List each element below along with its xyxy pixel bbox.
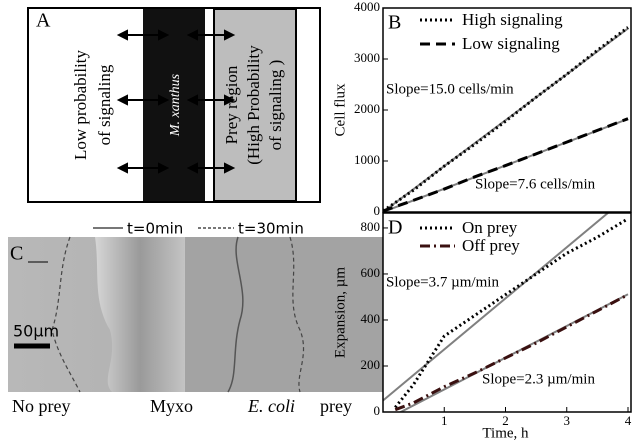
legend-text: t=30min xyxy=(238,220,304,238)
panel-c: C 50µm t=0min t=30min No prey Myxo E. co… xyxy=(8,220,383,417)
y-tick-label: 3000 xyxy=(354,50,380,65)
y-tick-label: 0 xyxy=(374,403,381,418)
panel-label: C xyxy=(10,243,23,265)
y-tick-label: 600 xyxy=(361,265,381,280)
legend-text: Low signaling xyxy=(462,34,560,53)
y-tick-label: 2000 xyxy=(354,101,380,116)
panel-a: A Low probability of signaling M. xanthu… xyxy=(28,8,320,202)
panel-label: B xyxy=(388,12,401,34)
series-line xyxy=(395,295,628,410)
panel-label: D xyxy=(388,217,402,239)
x-tick-label: 4 xyxy=(625,413,632,428)
y-axis-label: Expansion, µm xyxy=(332,267,348,358)
y-tick-label: 0 xyxy=(374,203,381,218)
annotation: Slope=15.0 cells/min xyxy=(386,81,514,97)
y-tick-label: 800 xyxy=(361,219,381,234)
annotation: Slope=2.3 µm/min xyxy=(482,371,595,387)
legend-text: Off prey xyxy=(462,236,520,255)
legend-text: High signaling xyxy=(462,10,563,29)
legend-text: On prey xyxy=(462,218,518,237)
caption: E. coli xyxy=(247,396,295,416)
caption: Myxo xyxy=(150,396,193,416)
band-text: M. xanthus xyxy=(168,73,183,137)
annotation: Slope=7.6 cells/min xyxy=(475,176,596,192)
annotation: Slope=3.7 µm/min xyxy=(386,274,499,290)
region-text: of signaling xyxy=(95,64,114,145)
y-tick-label: 400 xyxy=(361,311,381,326)
caption: prey xyxy=(320,396,352,416)
panel-label: A xyxy=(36,10,51,32)
x-tick-label: 1 xyxy=(441,413,448,428)
y-axis-label: Cell flux xyxy=(332,83,348,136)
scale-text: 50µm xyxy=(13,322,59,341)
y-tick-label: 200 xyxy=(361,357,381,372)
caption: No prey xyxy=(12,396,70,416)
region-text: of signaling ) xyxy=(266,60,285,151)
figure: A Low probability of signaling M. xanthu… xyxy=(0,0,632,444)
legend-text: t=0min xyxy=(127,220,183,238)
x-axis-label: Time, h xyxy=(482,425,529,441)
y-tick-label: 4000 xyxy=(354,0,380,14)
region-text: Low probability xyxy=(71,49,90,160)
region-text: (High Probability xyxy=(244,45,263,165)
prey-area xyxy=(185,237,383,392)
y-tick-label: 1000 xyxy=(354,152,380,167)
x-tick-label: 3 xyxy=(564,413,571,428)
